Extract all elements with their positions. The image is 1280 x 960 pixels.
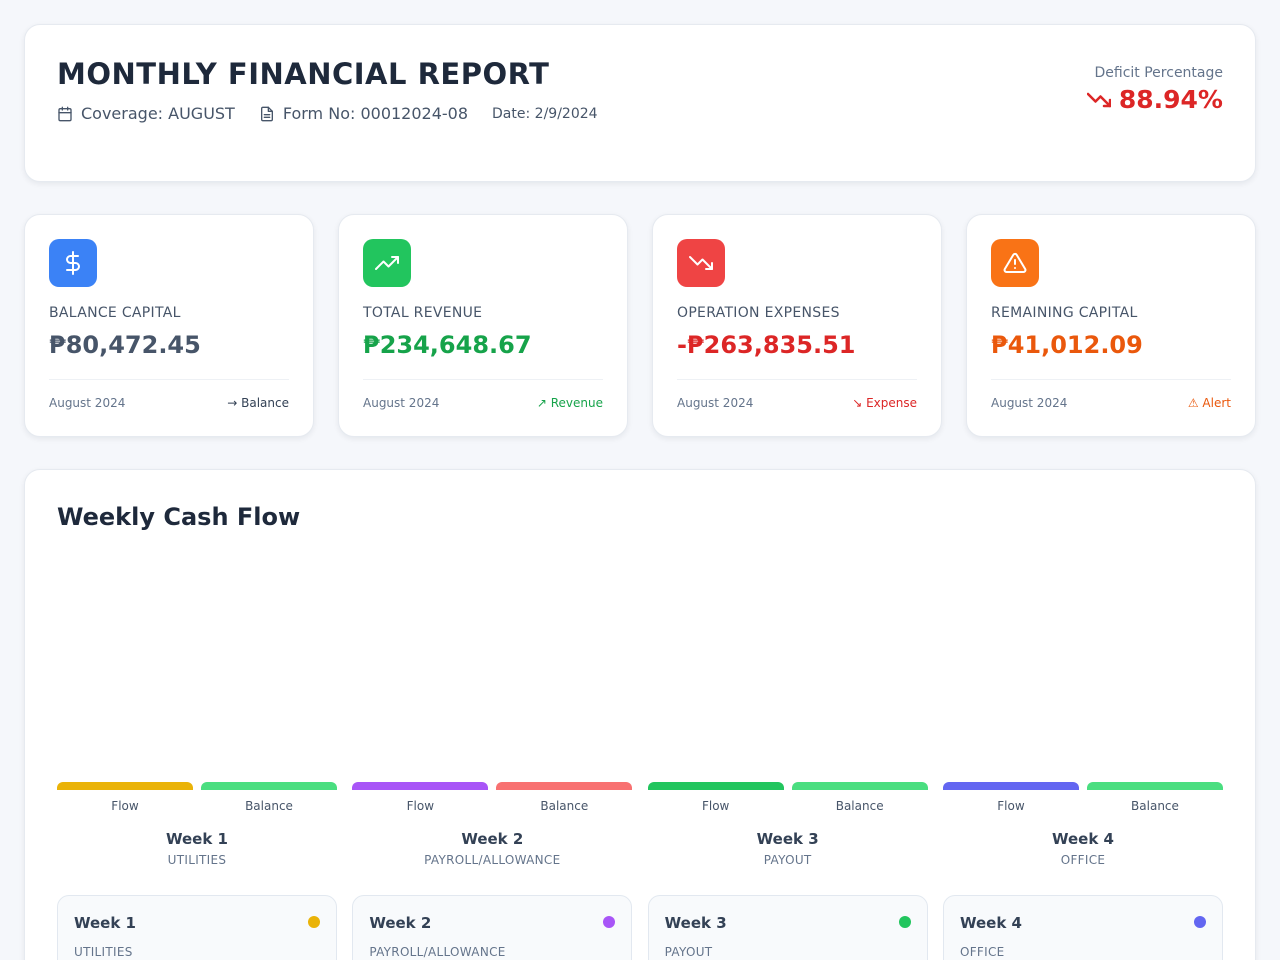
warning-icon: [1003, 252, 1027, 273]
stat-card-total-revenue: TOTAL REVENUE ₱234,648.67 August 2024 ↗ …: [338, 214, 628, 437]
stat-footer: August 2024 ↘ Expense: [677, 396, 917, 410]
page-title: MONTHLY FINANCIAL REPORT: [57, 57, 550, 91]
stat-icon-box: [991, 239, 1039, 287]
balance-bar[interactable]: [201, 782, 337, 790]
week-category: PAYROLL/ALLOWANCE: [424, 853, 561, 867]
stat-divider: [677, 379, 917, 380]
week-2-group: Flow Balance Week 2 PAYROLL/ALLOWANCE: [352, 782, 633, 882]
week-3-group: Flow Balance Week 3 PAYOUT: [647, 782, 928, 882]
week-category: UTILITIES: [167, 853, 227, 867]
week-card-title: Week 1: [74, 914, 136, 932]
stat-divider: [363, 379, 603, 380]
form-number-item: Form No: 00012024-08: [259, 104, 468, 123]
week-card-1[interactable]: Week 1 UTILITIES: [57, 895, 337, 960]
flow-bar[interactable]: [57, 782, 193, 790]
flow-bar[interactable]: [942, 782, 1079, 790]
flow-bar-label: Flow: [111, 799, 139, 813]
report-meta: Coverage: AUGUST Form No: 00012024-08 Da…: [57, 104, 598, 123]
balance-bar-label: Balance: [245, 799, 293, 813]
flow-bar[interactable]: [352, 782, 489, 790]
week-label: Week 3: [756, 830, 819, 848]
balance-bar-label: Balance: [835, 799, 884, 813]
stat-label: REMAINING CAPITAL: [991, 305, 1138, 321]
stat-card-remaining-capital: REMAINING CAPITAL ₱41,012.09 August 2024…: [966, 214, 1256, 437]
report-date: Date: 2/9/2024: [492, 105, 598, 122]
stat-divider: [991, 379, 1231, 380]
trending-down-icon: [1086, 92, 1111, 107]
stat-tag: ⚠ Alert: [1187, 396, 1231, 410]
stat-label: TOTAL REVENUE: [363, 305, 483, 321]
cash-flow-chart: Flow Balance Week 1 UTILITIES Flow Balan…: [57, 782, 1223, 882]
deficit-label: Deficit Percentage: [1094, 65, 1224, 81]
flow-bar[interactable]: [647, 782, 784, 790]
stat-footer: August 2024 → Balance: [49, 396, 289, 410]
stat-label: OPERATION EXPENSES: [677, 305, 840, 321]
section-title: Weekly Cash Flow: [57, 503, 301, 531]
stat-value: -₱263,835.51: [677, 331, 856, 359]
week-card-category: UTILITIES: [74, 945, 133, 959]
week-4-group: Flow Balance Week 4 OFFICE: [942, 782, 1223, 882]
week-card-4[interactable]: Week 4 OFFICE: [942, 895, 1223, 960]
stat-tag: → Balance: [227, 396, 289, 410]
deficit-value: 88.94%: [1118, 85, 1223, 114]
stat-value: ₱80,472.45: [49, 331, 201, 359]
stat-card-operation-expenses: OPERATION EXPENSES -₱263,835.51 August 2…: [652, 214, 942, 437]
balance-bar-label: Balance: [1131, 799, 1179, 813]
week-card-category: PAYOUT: [664, 945, 713, 959]
trending-down-icon: [689, 256, 713, 270]
week-1-group: Flow Balance Week 1 UTILITIES: [57, 782, 337, 882]
week-card-title: Week 3: [664, 914, 727, 932]
stat-icon-box: [677, 239, 725, 287]
stat-icon-box: [49, 239, 97, 287]
flow-bar-label: Flow: [997, 799, 1025, 813]
week-label: Week 4: [1051, 830, 1114, 848]
week-card-3[interactable]: Week 3 PAYOUT: [647, 895, 928, 960]
form-number-text: Form No: 00012024-08: [282, 104, 469, 123]
week-card-2[interactable]: Week 2 PAYROLL/ALLOWANCE: [352, 895, 633, 960]
stat-period: August 2024: [363, 396, 440, 410]
week-label: Week 1: [166, 830, 228, 848]
stat-tag: ↘ Expense: [852, 396, 917, 410]
balance-bar-label: Balance: [540, 799, 589, 813]
deficit-panel: Deficit Percentage 88.94%: [1086, 65, 1224, 114]
week-label: Week 2: [461, 830, 524, 848]
week-card-category: PAYROLL/ALLOWANCE: [369, 945, 506, 959]
week-color-dot: [1193, 916, 1206, 928]
stat-divider: [49, 379, 289, 380]
balance-bar[interactable]: [496, 782, 633, 790]
balance-bar[interactable]: [791, 782, 928, 790]
stat-tag: ↗ Revenue: [536, 396, 603, 410]
stat-card-balance-capital: BALANCE CAPITAL ₱80,472.45 August 2024 →…: [24, 214, 314, 437]
stat-label: BALANCE CAPITAL: [49, 305, 181, 321]
weekly-cash-flow-panel: Weekly Cash Flow Flow Balance Week 1 UTI…: [24, 469, 1256, 960]
week-cards: Week 1 UTILITIES Week 2 PAYROLL/ALLOWANC…: [57, 895, 1223, 960]
coverage-item: Coverage: AUGUST: [57, 104, 235, 123]
stat-period: August 2024: [991, 396, 1068, 410]
stat-footer: August 2024 ⚠ Alert: [991, 396, 1231, 410]
week-color-dot: [898, 916, 911, 928]
coverage-text: Coverage: AUGUST: [81, 104, 235, 123]
stat-value: ₱234,648.67: [363, 331, 532, 359]
stat-period: August 2024: [49, 396, 126, 410]
flow-bar-label: Flow: [406, 799, 435, 813]
calendar-icon: [58, 106, 72, 121]
week-color-dot: [603, 916, 616, 928]
week-category: OFFICE: [1060, 853, 1106, 867]
dollar-icon: [66, 251, 80, 275]
deficit-value-row: 88.94%: [1086, 85, 1223, 114]
trending-up-icon: [375, 256, 399, 270]
balance-bar[interactable]: [1086, 782, 1223, 790]
week-category: PAYOUT: [763, 853, 812, 867]
week-card-title: Week 4: [959, 914, 1022, 932]
report-header: MONTHLY FINANCIAL REPORT Coverage: AUGUS…: [24, 24, 1256, 182]
stat-period: August 2024: [677, 396, 754, 410]
document-icon: [260, 106, 273, 121]
flow-bar-label: Flow: [701, 799, 730, 813]
week-card-category: OFFICE: [959, 945, 1005, 959]
stat-value: ₱41,012.09: [991, 331, 1143, 359]
stat-footer: August 2024 ↗ Revenue: [363, 396, 603, 410]
week-card-title: Week 2: [369, 914, 432, 932]
week-color-dot: [308, 916, 320, 928]
stat-icon-box: [363, 239, 411, 287]
